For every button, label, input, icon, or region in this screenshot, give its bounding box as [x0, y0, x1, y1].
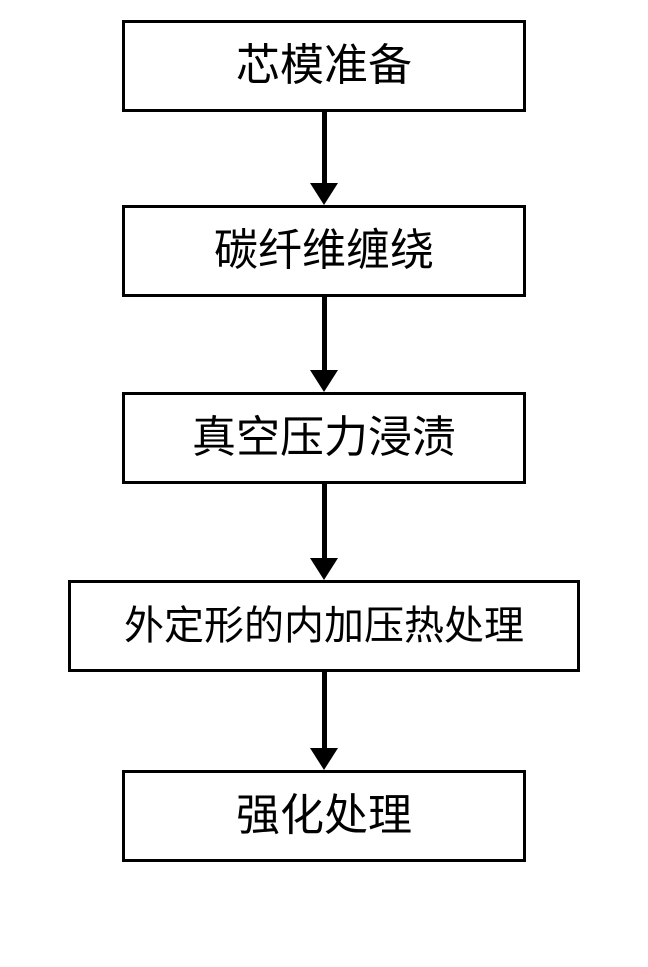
flow-node-label: 强化处理 [236, 792, 412, 840]
flow-node-n2: 碳纤维缠绕 [122, 205, 526, 297]
flow-arrow-head-icon [310, 370, 338, 392]
flow-node-label: 碳纤维缠绕 [214, 227, 434, 275]
flow-arrow-head-icon [310, 558, 338, 580]
flow-node-label: 芯模准备 [236, 42, 412, 90]
flow-node-label: 真空压力浸渍 [192, 414, 456, 462]
flow-node-label: 外定形的内加压热处理 [124, 604, 524, 648]
flow-arrow-line [322, 484, 327, 560]
flow-arrow-line [322, 297, 327, 372]
flow-arrow-head-icon [310, 183, 338, 205]
flow-node-n5: 强化处理 [122, 770, 526, 862]
flow-node-n1: 芯模准备 [122, 20, 526, 112]
flow-arrow-line [322, 112, 327, 185]
flow-node-n4: 外定形的内加压热处理 [68, 580, 580, 672]
flowchart-canvas: 芯模准备碳纤维缠绕真空压力浸渍外定形的内加压热处理强化处理 [0, 0, 648, 967]
flow-arrow-head-icon [310, 748, 338, 770]
flow-node-n3: 真空压力浸渍 [122, 392, 526, 484]
flow-arrow-line [322, 672, 327, 750]
